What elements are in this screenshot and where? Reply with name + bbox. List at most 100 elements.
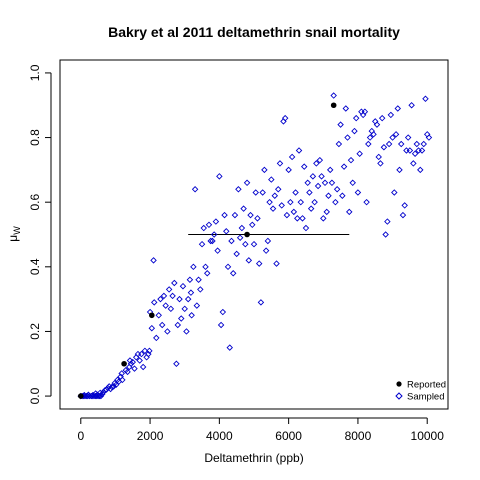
sampled-point bbox=[351, 127, 358, 135]
sampled-point bbox=[231, 211, 239, 219]
sampled-point bbox=[164, 328, 171, 335]
chart-title: Bakry et al 2011 deltamethrin snail mort… bbox=[108, 24, 400, 40]
sampled-point bbox=[210, 231, 218, 238]
sampled-point bbox=[214, 247, 221, 254]
sampled-point bbox=[408, 102, 415, 109]
sampled-point bbox=[323, 208, 330, 216]
y-tick-label: 0.6 bbox=[28, 194, 42, 211]
sampled-point bbox=[228, 237, 235, 245]
sampled-point bbox=[235, 186, 242, 193]
reported-point bbox=[149, 312, 155, 319]
sampled-point bbox=[297, 198, 305, 206]
sampled-point bbox=[139, 363, 147, 371]
sampled-point bbox=[314, 182, 322, 190]
sampled-point bbox=[373, 121, 381, 128]
sampled-point bbox=[217, 321, 225, 329]
sampled-point bbox=[148, 324, 156, 332]
sampled-point bbox=[417, 166, 424, 174]
sampled-point bbox=[169, 292, 176, 300]
sampled-point bbox=[202, 263, 209, 271]
sampled-point bbox=[396, 166, 403, 174]
sampled-point bbox=[387, 111, 395, 119]
sampled-point bbox=[290, 208, 298, 216]
sampled-point bbox=[326, 166, 334, 174]
sampled-point bbox=[261, 166, 268, 174]
sampled-point bbox=[281, 114, 289, 122]
y-tick-label: 0.0 bbox=[28, 387, 42, 404]
sampled-point bbox=[299, 215, 306, 222]
sampled-point bbox=[420, 140, 427, 148]
sampled-point bbox=[285, 166, 292, 174]
sampled-point bbox=[242, 240, 249, 248]
sampled-point bbox=[212, 218, 220, 225]
sampled-point bbox=[275, 186, 282, 193]
sampled-point bbox=[207, 237, 214, 245]
sampled-point bbox=[198, 240, 206, 248]
sampled-point bbox=[332, 198, 339, 206]
reported-point bbox=[244, 231, 250, 238]
sampled-point bbox=[186, 276, 194, 283]
sampled-point bbox=[344, 134, 351, 141]
sampled-point bbox=[252, 189, 259, 196]
sampled-point bbox=[157, 295, 164, 303]
sampled-point bbox=[146, 347, 153, 355]
sampled-point bbox=[96, 389, 104, 397]
sampled-point bbox=[328, 179, 336, 187]
sampled-point bbox=[318, 173, 325, 180]
sampled-point bbox=[321, 179, 329, 187]
sampled-point bbox=[294, 215, 301, 222]
reported-series bbox=[77, 102, 337, 399]
sampled-point bbox=[410, 160, 417, 167]
y-tick-label: 0.2 bbox=[28, 323, 42, 340]
sampled-point bbox=[413, 140, 421, 148]
sampled-point bbox=[171, 279, 178, 287]
x-tick-label: 10000 bbox=[411, 429, 445, 443]
sampled-point bbox=[378, 114, 386, 122]
sampled-point bbox=[295, 147, 303, 154]
sampled-point bbox=[226, 344, 233, 351]
sampled-point bbox=[300, 163, 308, 170]
sampled-point bbox=[131, 365, 138, 372]
sampled-point bbox=[262, 247, 270, 254]
sampled-point bbox=[150, 257, 157, 264]
sampled-point bbox=[112, 381, 120, 389]
sampled-point bbox=[346, 208, 353, 216]
sampled-point bbox=[268, 176, 275, 183]
x-tick-label: 4000 bbox=[206, 429, 233, 443]
sampled-point bbox=[309, 173, 317, 180]
sampled-point bbox=[124, 368, 131, 376]
sampled-point bbox=[162, 302, 169, 309]
sampled-point bbox=[173, 360, 180, 367]
sampled-point bbox=[176, 295, 183, 303]
sampled-point bbox=[292, 189, 299, 196]
sampled-point bbox=[167, 305, 175, 313]
legend-reported-label: Reported bbox=[407, 380, 446, 391]
legend-sampled-marker bbox=[395, 392, 403, 400]
sampled-point bbox=[141, 347, 149, 355]
sampled-point bbox=[377, 160, 384, 167]
legend: Reported Sampled bbox=[395, 380, 446, 403]
sampled-point bbox=[304, 179, 311, 187]
sampled-point bbox=[229, 270, 237, 277]
sampled-point bbox=[119, 376, 126, 384]
sampled-point bbox=[370, 131, 377, 138]
x-tick-label: 6000 bbox=[275, 429, 302, 443]
sampled-point bbox=[339, 192, 346, 199]
sampled-point bbox=[366, 134, 374, 141]
sampled-point bbox=[219, 308, 227, 316]
sampled-point bbox=[425, 134, 433, 141]
sampled-point bbox=[85, 391, 92, 399]
sampled-point bbox=[365, 140, 372, 148]
sampled-point bbox=[127, 360, 135, 367]
sampled-point bbox=[249, 221, 256, 229]
sampled-point bbox=[397, 140, 405, 148]
sampled-point bbox=[401, 202, 408, 209]
sampled-point bbox=[422, 95, 429, 103]
sampled-point bbox=[138, 350, 145, 358]
sampled-point bbox=[302, 224, 310, 232]
sampled-point bbox=[240, 205, 247, 212]
reported-point bbox=[121, 360, 127, 367]
sampled-point bbox=[221, 211, 228, 219]
sampled-point bbox=[250, 240, 258, 248]
